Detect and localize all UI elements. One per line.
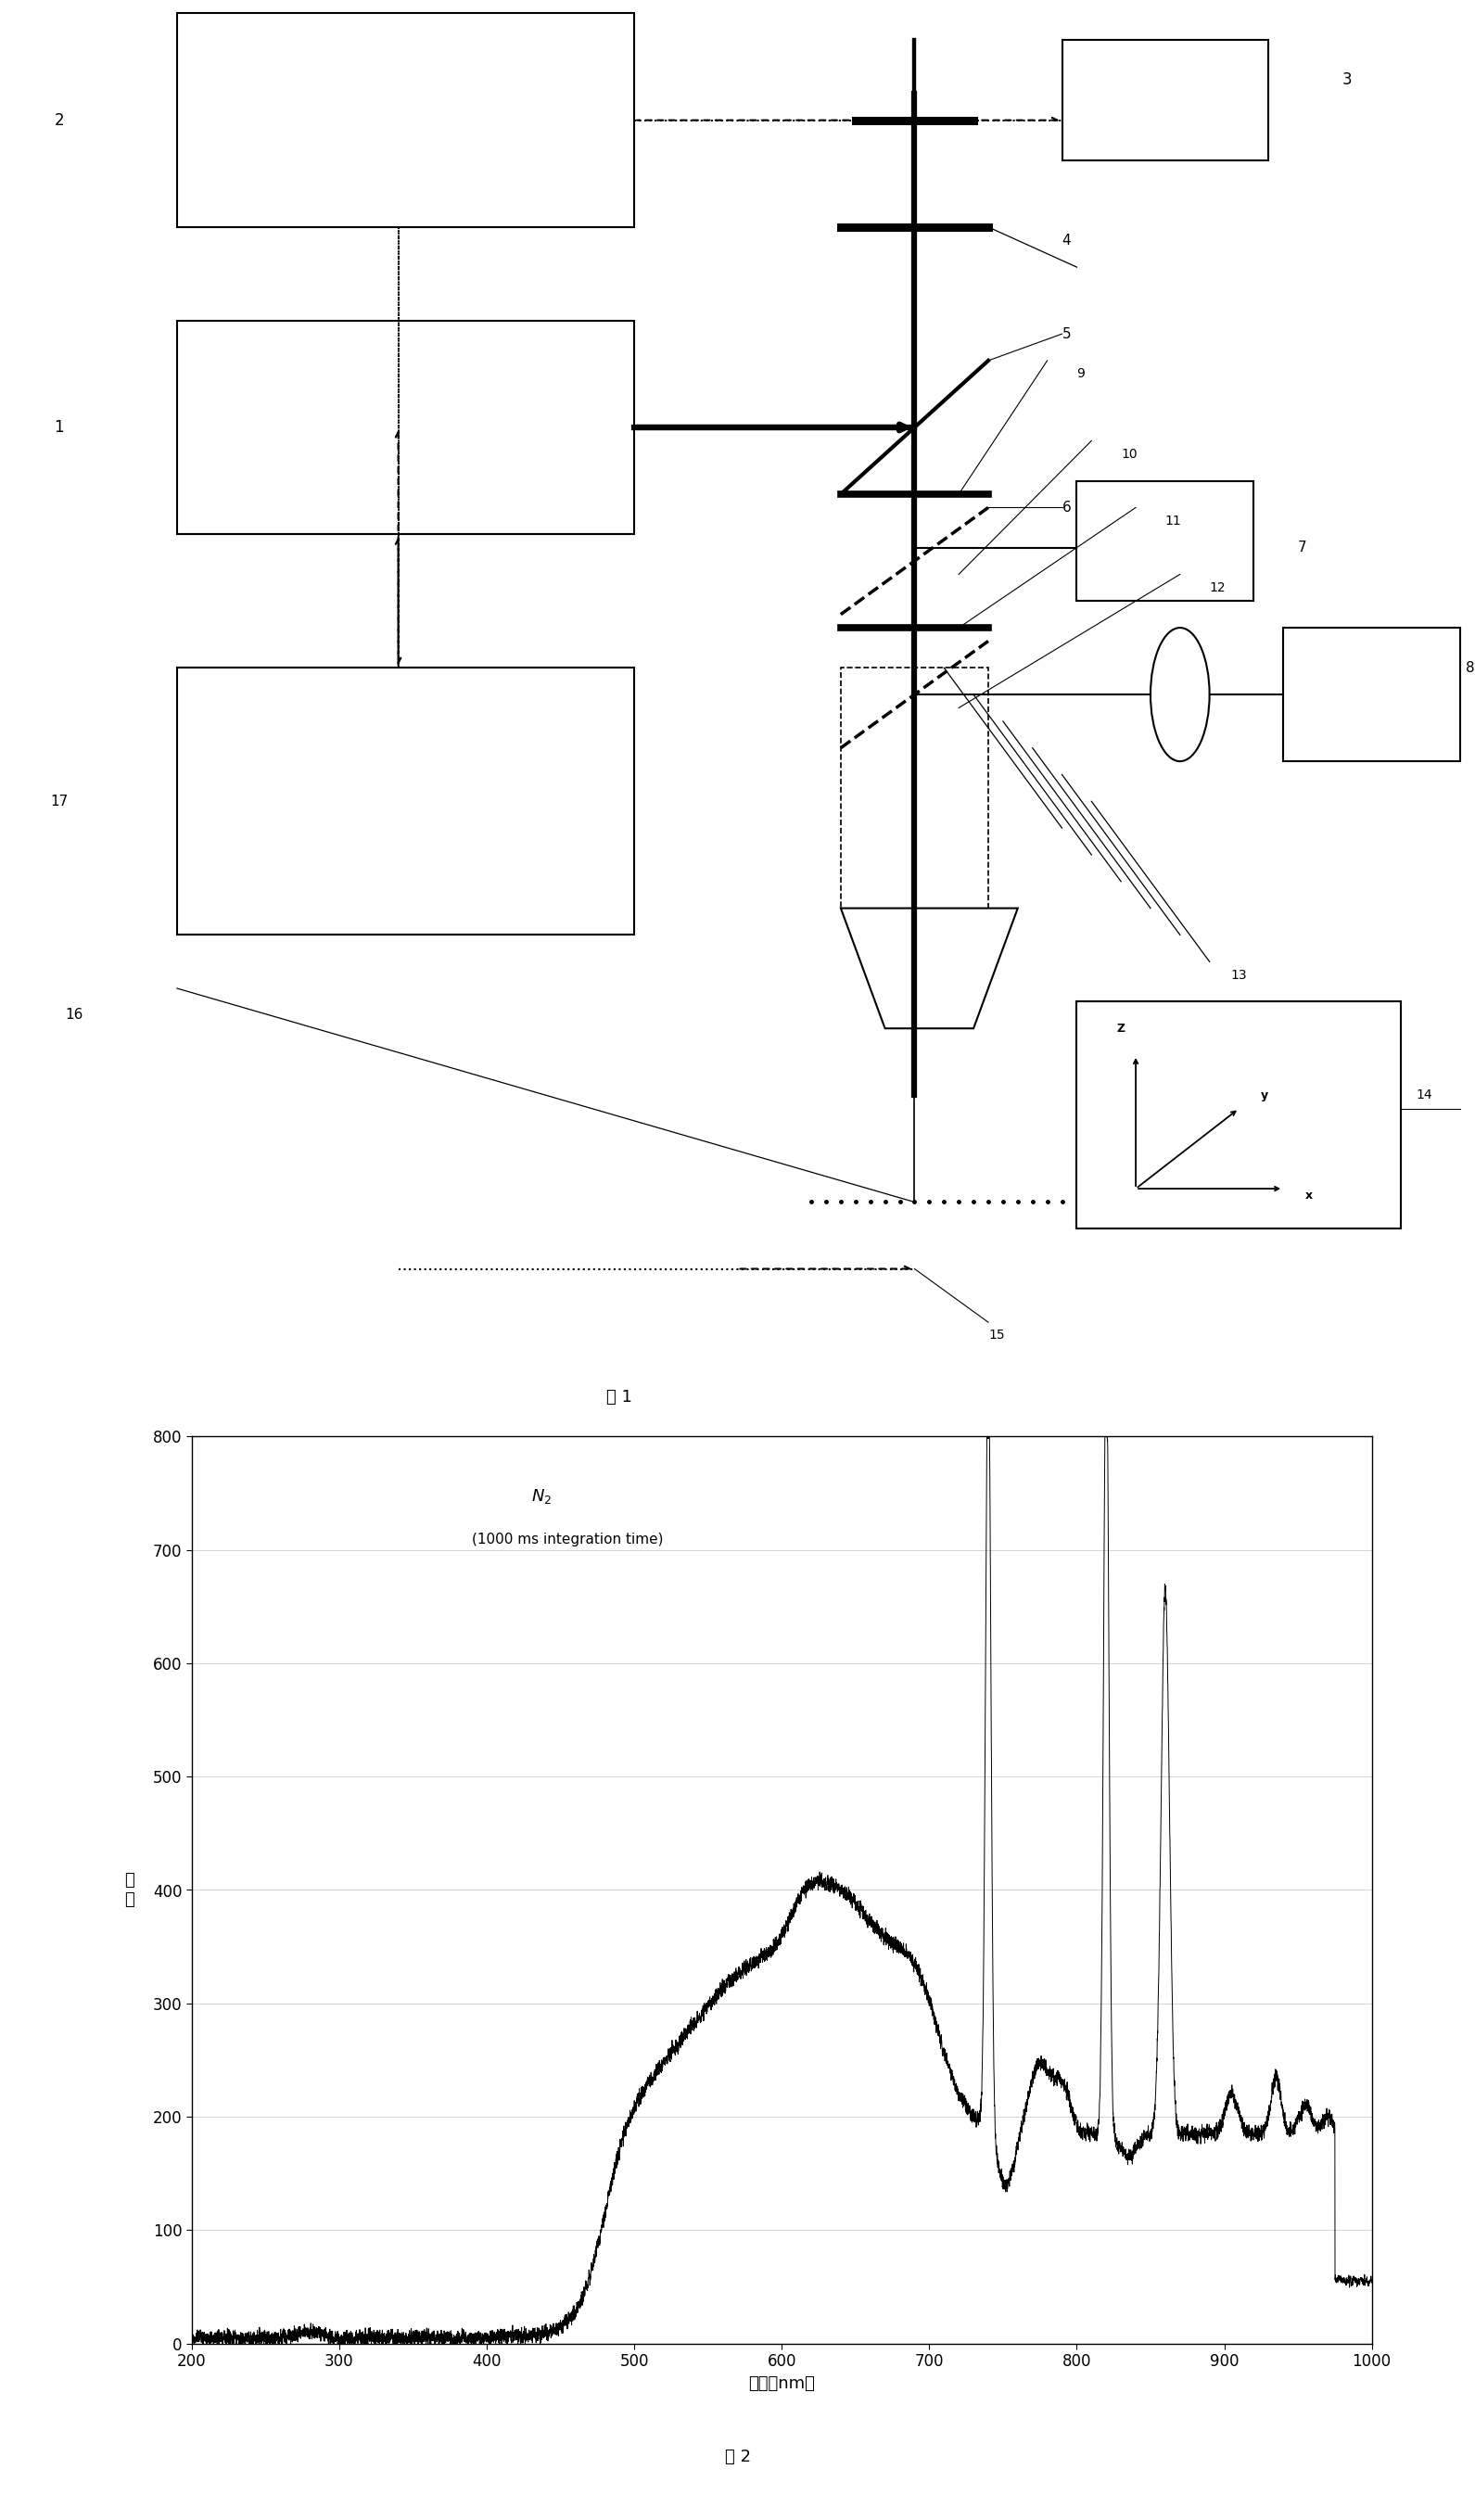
Text: $N_2$: $N_2$ bbox=[531, 1487, 552, 1507]
Text: 1: 1 bbox=[55, 418, 63, 436]
Text: 图 1: 图 1 bbox=[606, 1389, 633, 1406]
Text: 15: 15 bbox=[988, 1328, 1004, 1343]
Bar bbox=[177, 668, 634, 935]
Text: 14: 14 bbox=[1416, 1089, 1432, 1101]
Text: 5: 5 bbox=[1062, 328, 1071, 340]
Text: 8: 8 bbox=[1466, 660, 1475, 675]
Bar bbox=[1077, 481, 1254, 600]
Text: 7: 7 bbox=[1298, 542, 1307, 554]
Bar bbox=[177, 13, 634, 227]
Text: 2: 2 bbox=[55, 111, 63, 129]
Text: x: x bbox=[1305, 1189, 1313, 1202]
Text: 6: 6 bbox=[1062, 501, 1071, 514]
Text: 3: 3 bbox=[1342, 71, 1353, 88]
Text: y: y bbox=[1261, 1089, 1268, 1101]
Polygon shape bbox=[841, 907, 1018, 1028]
Y-axis label: 强
度: 强 度 bbox=[124, 1872, 134, 1908]
Bar bbox=[841, 668, 988, 907]
Text: 16: 16 bbox=[65, 1008, 83, 1023]
Text: 4: 4 bbox=[1062, 234, 1071, 247]
Text: 12: 12 bbox=[1210, 582, 1226, 595]
Text: 图 2: 图 2 bbox=[724, 2449, 751, 2465]
Text: 11: 11 bbox=[1165, 514, 1181, 527]
Bar bbox=[1077, 1003, 1401, 1230]
Text: 10: 10 bbox=[1121, 449, 1137, 461]
X-axis label: 波长（nm）: 波长（nm） bbox=[748, 2374, 816, 2391]
Text: 17: 17 bbox=[50, 794, 68, 809]
Text: Z: Z bbox=[1117, 1023, 1125, 1036]
Bar bbox=[1283, 627, 1460, 761]
Bar bbox=[1062, 40, 1268, 161]
Text: 9: 9 bbox=[1077, 368, 1086, 381]
Text: (1000 ms integration time): (1000 ms integration time) bbox=[472, 1532, 664, 1547]
Bar bbox=[177, 320, 634, 534]
Text: 13: 13 bbox=[1230, 968, 1248, 983]
